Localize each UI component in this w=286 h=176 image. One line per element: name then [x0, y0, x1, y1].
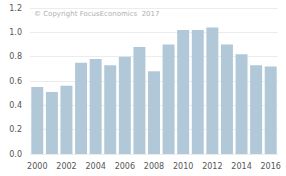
svg-text:0.0: 0.0: [9, 150, 22, 159]
svg-text:1.2: 1.2: [9, 4, 22, 13]
svg-text:0.4: 0.4: [9, 101, 22, 110]
svg-text:0.8: 0.8: [9, 52, 22, 61]
svg-text:2006: 2006: [115, 162, 135, 171]
svg-text:2010: 2010: [173, 162, 193, 171]
svg-text:2008: 2008: [144, 162, 164, 171]
svg-text:2012: 2012: [202, 162, 222, 171]
svg-text:0.2: 0.2: [9, 125, 22, 134]
svg-text:0.6: 0.6: [9, 77, 22, 86]
svg-text:2004: 2004: [85, 162, 105, 171]
svg-text:2002: 2002: [56, 162, 76, 171]
svg-text:© Copyright FocusEconomics 20: © Copyright FocusEconomics 2017: [34, 10, 159, 18]
svg-text:2016: 2016: [261, 162, 281, 171]
svg-text:2014: 2014: [231, 162, 251, 171]
svg-text:1.0: 1.0: [9, 28, 22, 37]
svg-text:2000: 2000: [27, 162, 47, 171]
